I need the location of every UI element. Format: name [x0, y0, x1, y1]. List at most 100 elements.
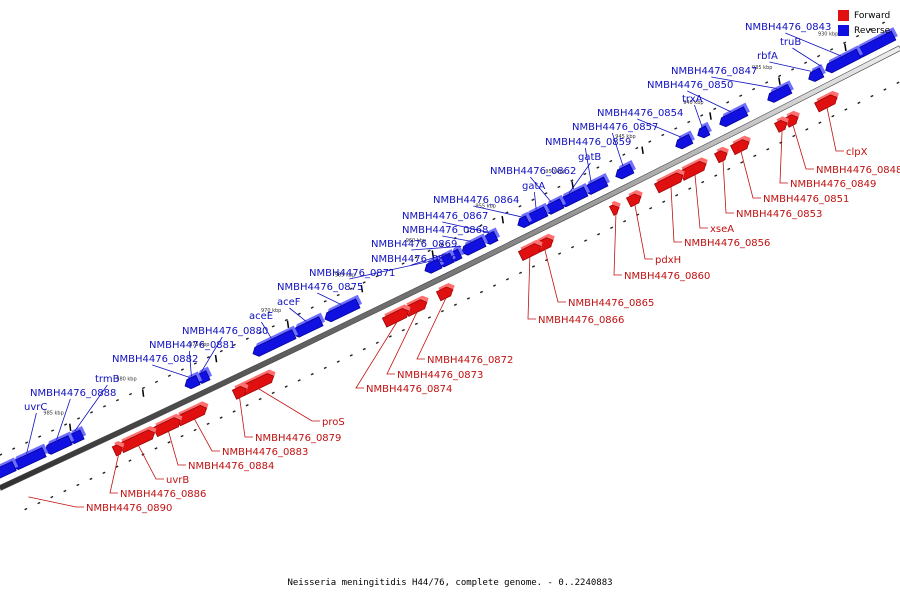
forward-gene-block[interactable] — [175, 401, 209, 427]
reverse-gene-label[interactable]: truB — [780, 37, 801, 48]
reverse-gene-block[interactable] — [324, 294, 363, 323]
forward-connector — [527, 257, 536, 320]
tick-mark — [831, 114, 835, 118]
reverse-gene-label[interactable]: trmB — [95, 374, 120, 385]
forward-gene-label[interactable]: NMBH4476_0853 — [736, 209, 822, 220]
forward-connector — [792, 125, 814, 170]
forward-gene-label[interactable]: NMBH4476_0874 — [366, 384, 452, 395]
forward-gene-block[interactable] — [517, 239, 543, 262]
tick-mark — [688, 187, 692, 190]
forward-gene-label[interactable]: uvrB — [166, 475, 189, 486]
forward-gene-label[interactable]: NMBH4476_0873 — [397, 370, 483, 381]
reverse-gene-block[interactable] — [825, 45, 863, 74]
forward-gene-block[interactable] — [403, 295, 429, 317]
reverse-gene-label[interactable]: NMBH4476_0854 — [597, 108, 683, 119]
reverse-gene-label[interactable]: NMBH4476_0888 — [30, 388, 116, 399]
reverse-gene-label[interactable]: NMBH4476_0880 — [182, 326, 268, 337]
reverse-gene-block[interactable] — [808, 64, 826, 82]
forward-gene-label[interactable]: NMBH4476_0879 — [255, 433, 341, 444]
forward-gene-block[interactable] — [118, 425, 157, 454]
reverse-gene-label[interactable]: NMBH4476_0843 — [745, 22, 831, 33]
tick-mark — [792, 134, 796, 138]
forward-gene-label[interactable]: NMBH4476_0866 — [538, 315, 624, 326]
reverse-connector — [56, 398, 71, 440]
reverse-gene-block[interactable] — [697, 121, 712, 139]
forward-gene-label[interactable]: NMBH4476_0865 — [568, 298, 654, 309]
forward-gene-block[interactable] — [152, 413, 183, 438]
reverse-gene-block[interactable] — [767, 80, 794, 103]
reverse-gene-label[interactable]: NMBH4476_0850 — [647, 80, 733, 91]
reverse-gene-label[interactable]: NMBH4476_0847 — [671, 66, 757, 77]
reverse-gene-label[interactable]: NMBH4476_0867 — [402, 211, 488, 222]
reverse-connector — [349, 260, 432, 280]
forward-connector — [613, 214, 622, 276]
tick-mark — [271, 325, 275, 328]
forward-gene-block[interactable] — [654, 168, 685, 194]
forward-gene-block[interactable] — [381, 304, 411, 328]
forward-gene-block[interactable] — [774, 116, 789, 133]
reverse-gene-block[interactable] — [195, 366, 213, 384]
reverse-gene-block[interactable] — [517, 211, 533, 229]
tick-mark — [232, 410, 236, 413]
reverse-gene-label[interactable]: NMBH4476_0869 — [371, 239, 457, 250]
reverse-gene-block[interactable] — [615, 160, 636, 180]
reverse-gene-label[interactable]: NMBH4476_0875 — [277, 282, 363, 293]
forward-gene-label[interactable]: NMBH4476_0884 — [188, 461, 274, 472]
reverse-gene-block[interactable] — [424, 254, 445, 274]
forward-gene-label[interactable]: NMBH4476_0860 — [624, 271, 710, 282]
reverse-gene-block[interactable] — [44, 431, 75, 455]
forward-gene-block[interactable] — [814, 90, 839, 113]
reverse-gene-label[interactable]: NMBH4476_0859 — [545, 137, 631, 148]
tick-mark — [193, 428, 197, 432]
forward-gene-block[interactable] — [714, 146, 729, 164]
reverse-gene-block[interactable] — [461, 233, 489, 256]
reverse-gene-label[interactable]: trxA — [682, 94, 703, 105]
forward-gene-block[interactable] — [784, 110, 800, 128]
reverse-gene-label[interactable]: NMBH4476_0882 — [112, 354, 198, 365]
reverse-gene-label[interactable]: aceF — [277, 297, 301, 308]
reverse-gene-label[interactable]: NMBH4476_0870 — [371, 254, 457, 265]
reverse-gene-label[interactable]: gatB — [578, 152, 601, 163]
reverse-gene-label[interactable]: NMBH4476_0868 — [402, 225, 488, 236]
reverse-gene-block[interactable] — [252, 325, 299, 357]
forward-gene-label[interactable]: NMBH4476_0848 — [816, 165, 900, 176]
reverse-gene-label[interactable]: NMBH4476_0864 — [433, 195, 519, 206]
forward-connector — [740, 151, 761, 199]
forward-gene-label[interactable]: NMBH4476_0890 — [86, 503, 172, 514]
forward-gene-label[interactable]: NMBH4476_0849 — [790, 179, 876, 190]
reverse-gene-label[interactable]: NMBH4476_0857 — [572, 122, 658, 133]
forward-gene-block[interactable] — [730, 135, 751, 156]
forward-gene-label[interactable]: NMBH4476_0883 — [222, 447, 308, 458]
reverse-gene-label[interactable]: uvrC — [24, 402, 47, 413]
reverse-gene-label[interactable]: rbfA — [757, 51, 778, 62]
reverse-gene-block[interactable] — [184, 371, 203, 390]
forward-gene-label[interactable]: NMBH4476_0851 — [763, 194, 849, 205]
forward-gene-label[interactable]: NMBH4476_0856 — [684, 238, 770, 249]
forward-gene-label[interactable]: proS — [322, 417, 345, 428]
forward-gene-block[interactable] — [679, 157, 708, 181]
forward-gene-label[interactable]: pdxH — [655, 255, 681, 266]
reverse-gene-block[interactable] — [719, 102, 750, 128]
reverse-gene-block[interactable] — [292, 312, 326, 338]
tick-mark — [649, 206, 653, 210]
forward-gene-label[interactable]: NMBH4476_0886 — [120, 489, 206, 500]
reverse-gene-block[interactable] — [0, 457, 19, 480]
forward-gene-label[interactable]: clpX — [846, 147, 868, 158]
forward-gene-label[interactable]: xseA — [710, 224, 734, 235]
forward-gene-block[interactable] — [608, 200, 621, 216]
forward-gene-block[interactable] — [111, 440, 125, 457]
reverse-gene-label[interactable]: NMBH4476_0862 — [490, 166, 576, 177]
reverse-gene-label[interactable]: aceE — [249, 311, 273, 322]
forward-gene-block[interactable] — [435, 282, 455, 302]
reverse-gene-label[interactable]: NMBH4476_0881 — [149, 340, 235, 351]
reverse-gene-block[interactable] — [675, 130, 695, 150]
forward-gene-block[interactable] — [625, 189, 643, 208]
tick-mark — [141, 386, 146, 390]
reverse-gene-label[interactable]: gatA — [522, 181, 545, 192]
reverse-connector — [687, 90, 732, 113]
reverse-gene-label[interactable]: NMBH4476_0871 — [309, 268, 395, 279]
legend-item-reverse: Reverse — [838, 23, 890, 38]
forward-gene-label[interactable]: NMBH4476_0872 — [427, 355, 513, 366]
forward-gene-block[interactable] — [231, 382, 249, 400]
forward-connector — [779, 130, 788, 184]
